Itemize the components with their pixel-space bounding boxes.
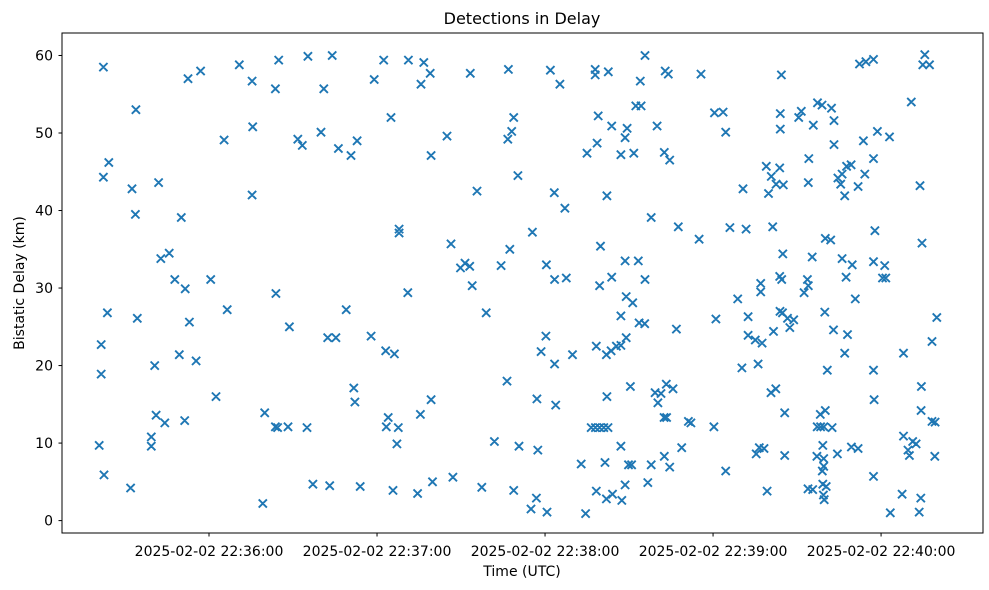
y-tick-label: 20 — [35, 359, 53, 375]
x-axis-label: Time (UTC) — [482, 564, 560, 580]
data-point-markers — [94, 49, 942, 519]
x-tick-label: 2025-02-02 22:37:00 — [303, 544, 452, 560]
axes-spines — [61, 32, 984, 534]
y-axis-ticks: 0 10 20 30 40 50 60 — [35, 48, 62, 530]
x-tick-label: 2025-02-02 22:40:00 — [807, 544, 956, 560]
y-tick-label: 40 — [35, 204, 53, 220]
plot-area — [62, 33, 983, 533]
chart-title: Detections in Delay — [444, 9, 601, 28]
y-tick-label: 0 — [44, 514, 53, 530]
y-tick-label: 50 — [35, 126, 53, 142]
y-tick-label: 60 — [35, 48, 53, 64]
x-tick-label: 2025-02-02 22:39:00 — [639, 544, 788, 560]
y-tick-label: 10 — [35, 436, 53, 452]
x-tick-label: 2025-02-02 22:36:00 — [135, 544, 284, 560]
x-tick-label: 2025-02-02 22:38:00 — [471, 544, 620, 560]
y-axis-label: Bistatic Delay (km) — [12, 216, 28, 350]
y-tick-label: 30 — [35, 281, 53, 297]
x-axis-ticks: 2025-02-02 22:36:00 2025-02-02 22:37:00 20… — [135, 533, 956, 560]
